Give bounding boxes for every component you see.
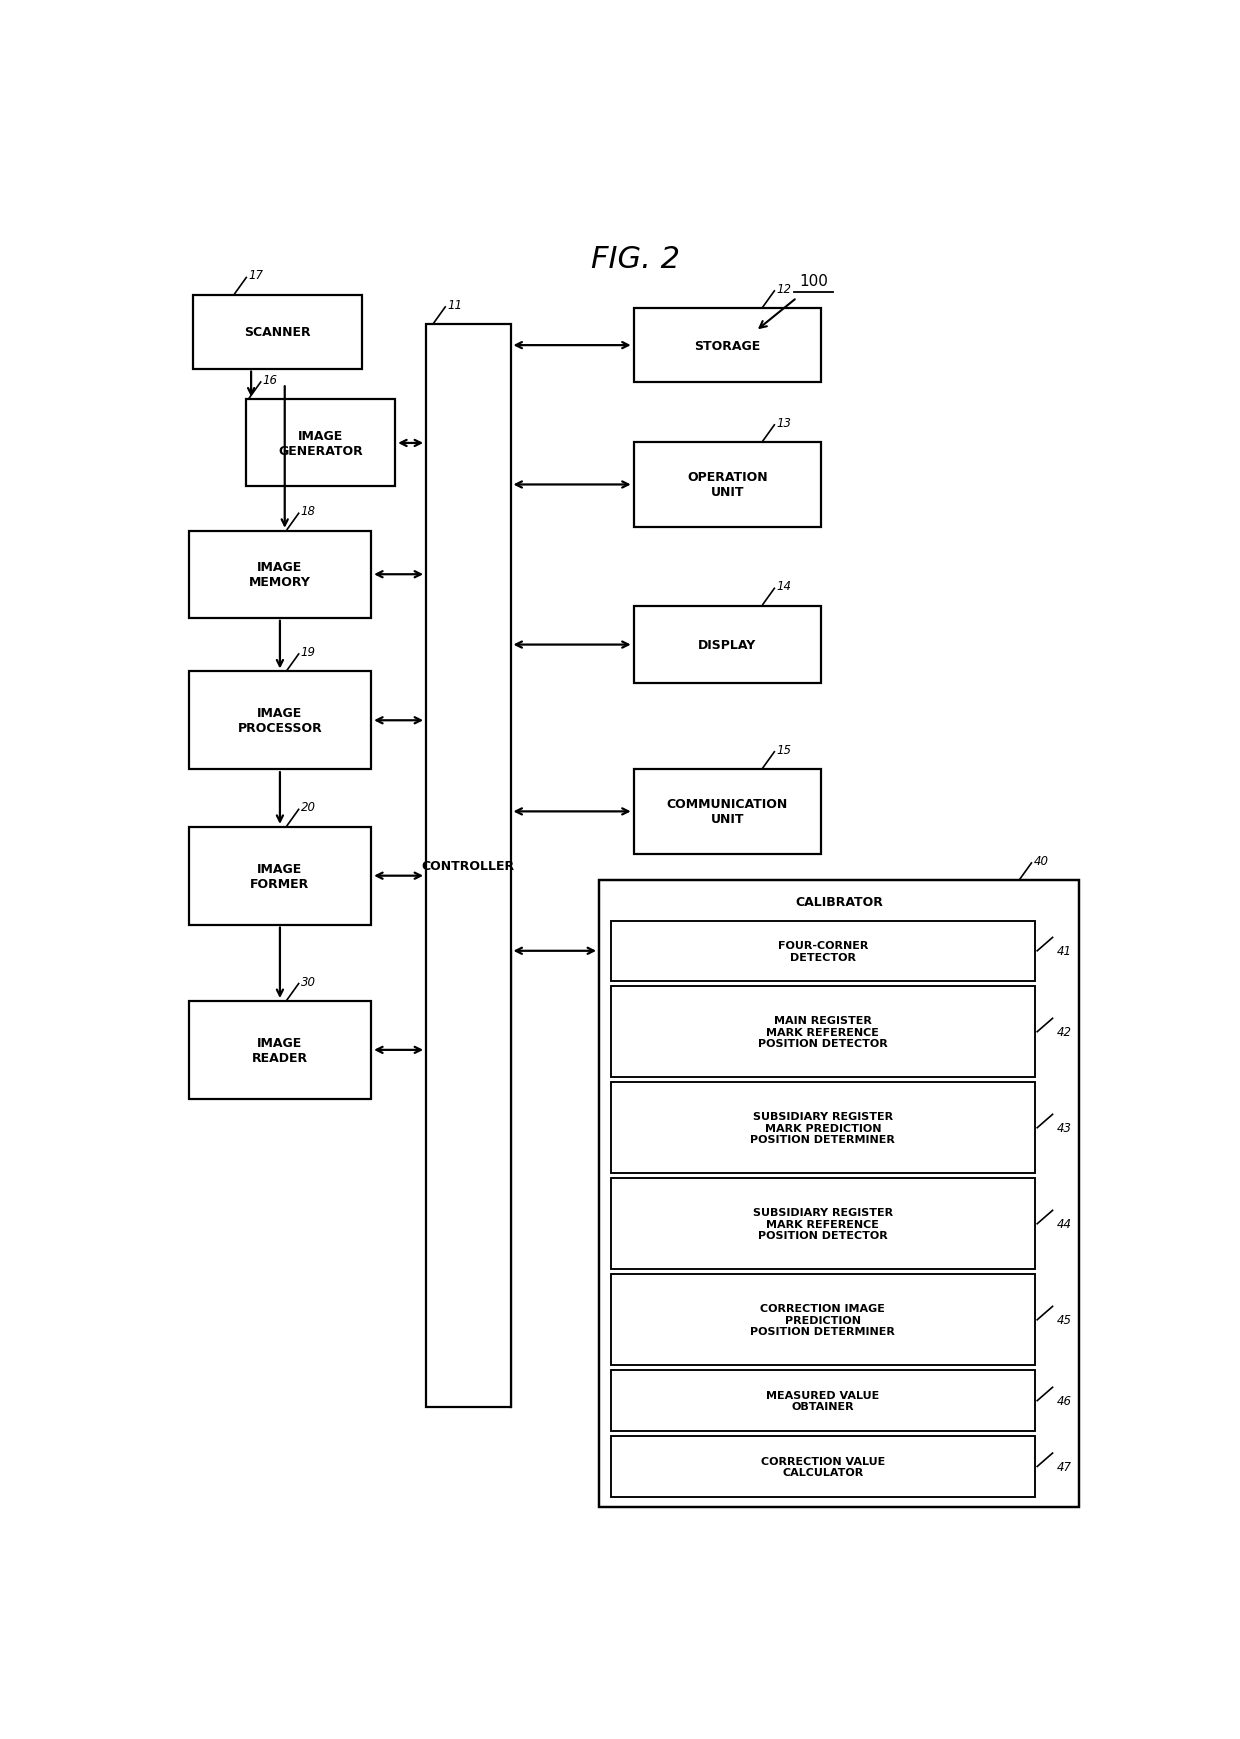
Text: MAIN REGISTER
MARK REFERENCE
POSITION DETECTOR: MAIN REGISTER MARK REFERENCE POSITION DE… [758,1016,888,1049]
Text: 44: 44 [1056,1217,1071,1231]
Text: 18: 18 [300,504,316,518]
Text: 42: 42 [1056,1026,1071,1038]
Text: 41: 41 [1056,944,1071,958]
Text: IMAGE
GENERATOR: IMAGE GENERATOR [279,430,363,457]
Text: COMMUNICATION
UNIT: COMMUNICATION UNIT [667,798,787,826]
Bar [247,400,396,487]
Text: CONTROLLER: CONTROLLER [422,859,515,873]
Text: 46: 46 [1056,1395,1071,1407]
Bar [599,882,1080,1508]
Bar [193,296,362,369]
Bar [188,828,371,925]
Bar [634,770,821,854]
Text: IMAGE
FORMER: IMAGE FORMER [250,863,310,890]
Bar [188,671,371,770]
Bar [610,922,1035,981]
Bar [427,325,511,1407]
Bar [610,986,1035,1078]
Text: 19: 19 [300,645,316,659]
Text: OPERATION
UNIT: OPERATION UNIT [687,471,768,499]
Text: SUBSIDIARY REGISTER
MARK PREDICTION
POSITION DETERMINER: SUBSIDIARY REGISTER MARK PREDICTION POSI… [750,1111,895,1144]
Bar [610,1370,1035,1431]
Bar [634,443,821,527]
Text: 45: 45 [1056,1313,1071,1327]
Bar [634,310,821,383]
Text: CORRECTION IMAGE
PREDICTION
POSITION DETERMINER: CORRECTION IMAGE PREDICTION POSITION DET… [750,1304,895,1337]
Text: 40: 40 [1033,854,1048,868]
Text: DISPLAY: DISPLAY [698,638,756,652]
Text: 17: 17 [248,270,263,282]
Text: 11: 11 [448,299,463,311]
Bar [610,1436,1035,1497]
Bar [188,1002,371,1099]
Text: 13: 13 [776,417,791,430]
Text: 47: 47 [1056,1461,1071,1473]
Bar [634,607,821,683]
Text: 20: 20 [300,802,316,814]
Text: 14: 14 [776,581,791,593]
Text: CALIBRATOR: CALIBRATOR [795,896,883,909]
Text: 30: 30 [300,976,316,988]
Text: CORRECTION VALUE
CALCULATOR: CORRECTION VALUE CALCULATOR [761,1456,885,1478]
Text: FOUR-CORNER
DETECTOR: FOUR-CORNER DETECTOR [777,941,868,962]
Bar [610,1179,1035,1269]
Text: IMAGE
PROCESSOR: IMAGE PROCESSOR [238,706,322,736]
Text: 16: 16 [263,374,278,386]
Text: SUBSIDIARY REGISTER
MARK REFERENCE
POSITION DETECTOR: SUBSIDIARY REGISTER MARK REFERENCE POSIT… [753,1207,893,1240]
Text: IMAGE
READER: IMAGE READER [252,1036,308,1064]
Bar [610,1083,1035,1174]
Bar [188,532,371,619]
Text: STORAGE: STORAGE [694,339,760,353]
Text: FIG. 2: FIG. 2 [591,245,680,275]
Text: SCANNER: SCANNER [244,325,311,339]
Text: 43: 43 [1056,1122,1071,1134]
Bar [610,1275,1035,1365]
Text: MEASURED VALUE
OBTAINER: MEASURED VALUE OBTAINER [766,1389,879,1412]
Text: 100: 100 [799,275,828,289]
Text: 15: 15 [776,743,791,756]
Text: IMAGE
MEMORY: IMAGE MEMORY [249,562,311,590]
Text: 12: 12 [776,283,791,296]
